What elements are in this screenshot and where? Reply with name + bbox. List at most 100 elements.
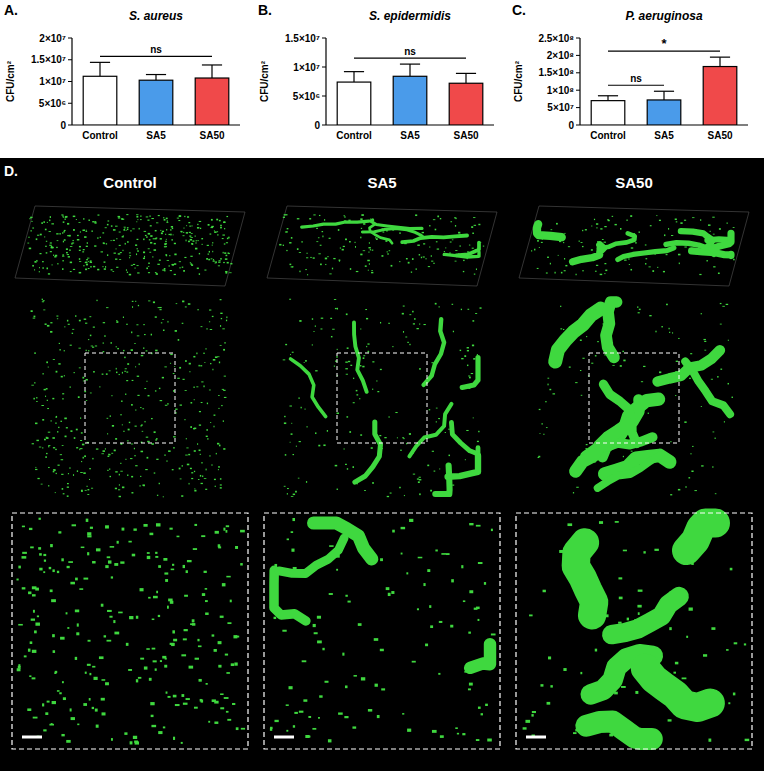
cell <box>582 246 584 247</box>
cell <box>538 456 540 458</box>
cell <box>388 593 391 596</box>
biofilm-cluster <box>618 248 674 260</box>
cell <box>79 250 81 251</box>
cell <box>170 354 172 355</box>
cell <box>140 219 142 221</box>
cell <box>547 257 549 258</box>
cell <box>80 231 81 232</box>
cell <box>141 355 144 356</box>
cell <box>672 332 673 333</box>
cell <box>70 430 72 432</box>
error-bar <box>719 57 720 66</box>
cell <box>722 305 725 307</box>
cell <box>62 232 63 234</box>
cell <box>205 612 209 614</box>
cell <box>29 218 30 219</box>
cell <box>197 227 199 229</box>
cell <box>66 252 68 253</box>
cell <box>733 259 735 261</box>
cell <box>547 377 549 379</box>
cell <box>349 431 351 433</box>
cell <box>314 632 318 634</box>
cell <box>87 664 91 666</box>
cell <box>384 437 386 438</box>
cell <box>688 477 690 478</box>
cell <box>305 269 306 270</box>
cell <box>49 220 50 222</box>
cell <box>50 251 52 252</box>
cell <box>471 226 473 228</box>
cell <box>107 610 112 612</box>
cell <box>88 220 90 221</box>
cell <box>135 741 139 744</box>
cell <box>31 619 35 621</box>
cell <box>145 235 147 236</box>
cell <box>463 260 464 261</box>
cell <box>39 446 41 448</box>
cell <box>107 640 112 642</box>
cell <box>380 322 381 324</box>
cell <box>185 390 187 392</box>
cell <box>134 448 135 449</box>
cell <box>360 434 362 435</box>
cell <box>46 268 48 270</box>
cell <box>649 266 651 268</box>
cell <box>29 248 31 250</box>
cell <box>686 636 688 638</box>
cell <box>478 431 479 432</box>
cell <box>47 408 49 409</box>
cell <box>149 533 153 535</box>
cell <box>37 478 39 479</box>
cell <box>283 359 286 361</box>
cell <box>90 335 92 337</box>
cell <box>223 262 225 263</box>
cell <box>64 375 65 376</box>
biofilm-cluster <box>279 538 344 573</box>
panel-letter: C. <box>512 2 526 18</box>
cell <box>44 560 46 562</box>
cell <box>347 347 349 348</box>
cell <box>292 352 294 353</box>
cell <box>61 558 63 561</box>
cell <box>568 246 570 248</box>
cell <box>164 268 165 270</box>
cell <box>218 466 220 467</box>
cell <box>227 262 229 264</box>
cell <box>118 612 122 614</box>
cell <box>405 336 407 338</box>
cell <box>403 306 405 307</box>
cell <box>624 260 627 261</box>
cell <box>472 320 474 321</box>
cell <box>319 215 320 216</box>
cell <box>63 221 65 222</box>
cell <box>188 222 190 223</box>
cell <box>160 229 161 231</box>
cell <box>160 660 162 662</box>
cell <box>355 246 356 248</box>
marks <box>83 62 229 125</box>
cell <box>104 268 106 270</box>
cell <box>463 271 464 272</box>
cell <box>111 576 113 578</box>
chart-title: S. epidermidis <box>369 9 451 23</box>
cell <box>457 733 459 735</box>
cell <box>455 225 456 227</box>
cell <box>223 448 225 450</box>
cell <box>167 403 169 404</box>
cell <box>728 383 729 384</box>
cell <box>383 231 385 232</box>
cell <box>395 412 397 413</box>
cell <box>461 309 462 310</box>
cell <box>165 241 166 242</box>
cell <box>630 215 632 217</box>
cell <box>220 487 222 488</box>
cell <box>274 720 278 722</box>
cell <box>68 324 70 325</box>
cell <box>580 340 582 341</box>
cell <box>460 350 462 351</box>
cell <box>600 274 603 275</box>
cell <box>325 264 326 265</box>
cell <box>149 678 152 681</box>
cell <box>368 351 370 353</box>
cell <box>455 727 458 729</box>
